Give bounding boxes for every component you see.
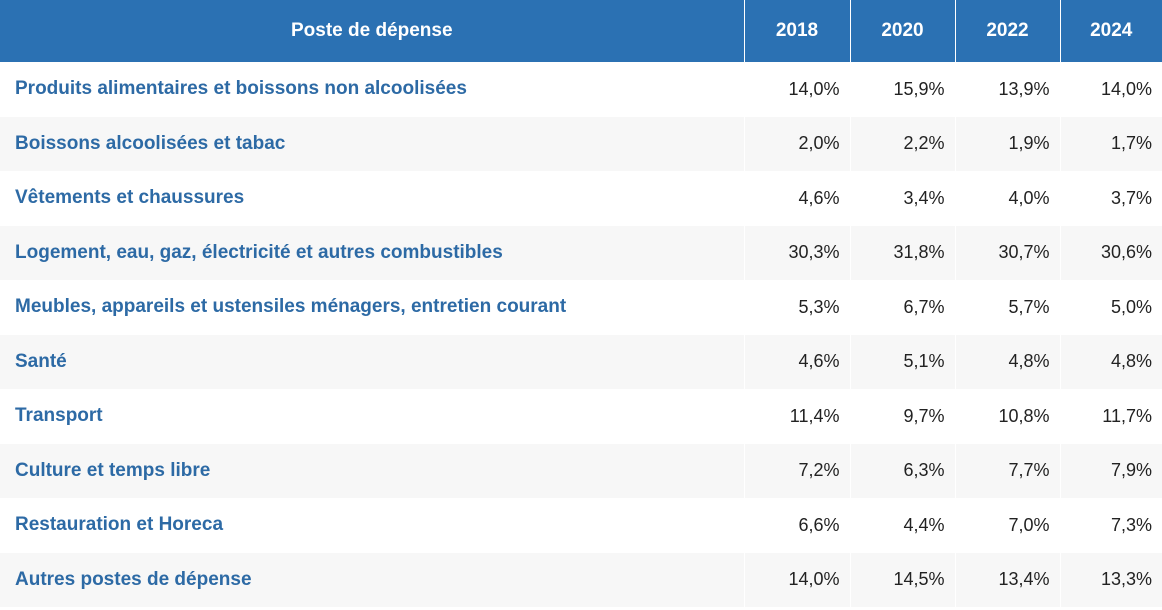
header-cell: 2020 [849,0,955,62]
value-cell: 4,0% [954,171,1060,226]
value-cell: 13,9% [954,62,1060,117]
value-cell: 4,6% [743,171,850,226]
row-label: Vêtements et chaussures [15,187,245,209]
value-cell: 2,2% [849,116,955,171]
value-cell: 14,5% [849,552,955,607]
value-cell: 7,2% [743,443,850,498]
table-row: Boissons alcoolisées et tabac 2,0% 2,2% 1,9… [0,116,1162,171]
table-row: Santé 4,6% 5,1% 4,8% 4,8% [0,334,1162,389]
row-label: Transport [15,405,103,427]
value-cell: 30,3% [743,225,850,280]
value-cell: 5,7% [954,280,1060,335]
table-row: Restauration et Horeca 6,6% 4,4% 7,0% 7,3% [0,498,1162,553]
value-cell: 14,0% [743,62,850,117]
value-cell: 6,7% [849,280,955,335]
value-cell: 14,0% [1059,62,1162,117]
value-cell: 7,3% [1059,498,1162,553]
value-cell: 1,9% [954,116,1060,171]
value-cell: 5,1% [849,334,955,389]
value-cell: 3,4% [849,171,955,226]
value-cell: 14,0% [743,552,850,607]
value-cell: 4,8% [1059,334,1162,389]
value-cell: 9,7% [849,389,955,444]
header-cell: Poste de dépense [0,0,744,62]
table-row: Produits alimentaires et boissons non al… [0,62,1162,117]
value-cell: 7,9% [1059,443,1162,498]
value-cell: 3,7% [1059,171,1162,226]
value-cell: 30,7% [954,225,1060,280]
table-row: Autres postes de dépense 14,0% 14,5% 13,4% 1… [0,552,1162,607]
header-cell: 2022 [954,0,1060,62]
row-label: Meubles, appareils et ustensiles ménager… [15,296,567,318]
value-cell: 4,8% [954,334,1060,389]
value-cell: 10,8% [954,389,1060,444]
header-row: Poste de dépense 2018 2020 2022 2024 [0,0,1162,62]
row-label: Logement, eau, gaz, électricité et autre… [0,225,744,280]
header-cell: 2018 [743,0,850,62]
value-cell: 11,4% [743,389,850,444]
row-label: Culture et temps libre [0,443,744,498]
value-cell: 7,0% [954,498,1060,553]
value-cell: 2,0% [743,116,850,171]
value-cell: 1,7% [1059,116,1162,171]
table-row: Culture et temps libre 7,2% 6,3% 7,7% 7,9% [0,443,1162,498]
row-label: Restauration et Horeca [15,514,224,536]
value-cell: 30,6% [1059,225,1162,280]
value-cell: 5,3% [743,280,850,335]
value-cell: 4,4% [849,498,955,553]
table-row: Logement, eau, gaz, électricité et autre… [0,225,1162,280]
row-label: Autres postes de dépense [0,552,744,607]
value-cell: 6,6% [743,498,850,553]
value-cell: 5,0% [1059,280,1162,335]
value-cell: 13,3% [1059,552,1162,607]
table-row: Transport 11,4% 9,7% 10,8% 11,7% [0,389,1162,444]
table-body: Produits alimentaires et boissons non al… [0,62,1162,607]
table-row: Meubles, appareils et ustensiles ménager… [0,280,1162,335]
value-cell: 6,3% [849,443,955,498]
value-cell: 13,4% [954,552,1060,607]
row-label: Produits alimentaires et boissons non al… [15,78,467,100]
table-row: Vêtements et chaussures 4,6% 3,4% 4,0% 3,7% [0,171,1162,226]
value-cell: 7,7% [954,443,1060,498]
value-cell: 11,7% [1059,389,1162,444]
value-cell: 15,9% [849,62,955,117]
value-cell: 4,6% [743,334,850,389]
row-label: Boissons alcoolisées et tabac [0,116,744,171]
row-label: Santé [0,334,744,389]
header-cell: 2024 [1059,0,1162,62]
value-cell: 31,8% [849,225,955,280]
